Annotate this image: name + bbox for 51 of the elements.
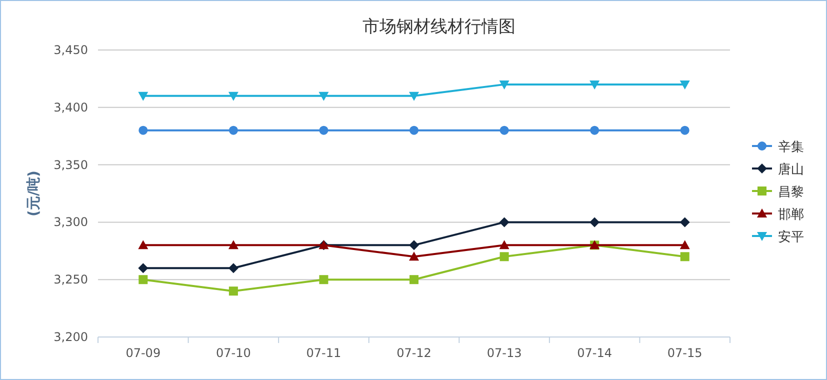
point (138, 92, 148, 101)
point (499, 80, 510, 90)
y-axis-title: (元/吨) (26, 170, 42, 216)
point (590, 126, 600, 135)
legend-label: 邯郸 (778, 208, 804, 222)
point (138, 126, 148, 135)
point (228, 286, 238, 296)
point (138, 240, 148, 250)
legend-label: 安平 (778, 229, 804, 245)
point (499, 240, 510, 250)
legend-label: 辛集 (778, 140, 804, 155)
x-tick-label: 07-10 (216, 346, 251, 360)
y-tick-label: 3,300 (54, 215, 88, 230)
y-tick-label: 3,250 (54, 272, 88, 287)
point (680, 217, 690, 228)
point (138, 275, 148, 284)
point (409, 92, 419, 101)
chart-title: 市场钢材线材行情图 (362, 17, 516, 37)
point (680, 240, 690, 250)
y-tick-label: 3,400 (54, 100, 88, 114)
x-tick-label: 07-13 (486, 346, 522, 360)
point (138, 263, 148, 274)
point (228, 92, 238, 101)
point (409, 240, 419, 250)
x-tick-label: 07-15 (667, 346, 702, 360)
point (410, 275, 418, 284)
point (500, 126, 509, 135)
point (319, 275, 328, 284)
legend-label: 昌黎 (778, 185, 804, 200)
point (590, 80, 600, 90)
point (680, 80, 690, 90)
y-tick-label: 3,450 (54, 43, 88, 57)
point (680, 126, 690, 135)
x-tick-label: 07-11 (306, 346, 342, 360)
point (228, 126, 238, 135)
point (680, 252, 690, 262)
point (319, 126, 328, 135)
point (590, 217, 600, 228)
point (500, 252, 509, 262)
point (318, 92, 329, 101)
point (499, 217, 510, 228)
point (410, 126, 418, 135)
x-tick-label: 07-12 (396, 346, 432, 360)
y-tick-label: 3,350 (54, 158, 88, 172)
x-tick-label: 07-09 (126, 346, 161, 360)
legend-label: 唐山 (778, 162, 804, 178)
point (409, 252, 419, 261)
point (228, 263, 238, 274)
x-tick-label: 07-14 (577, 346, 612, 360)
point (228, 240, 238, 250)
y-tick-label: 3,200 (54, 330, 88, 344)
